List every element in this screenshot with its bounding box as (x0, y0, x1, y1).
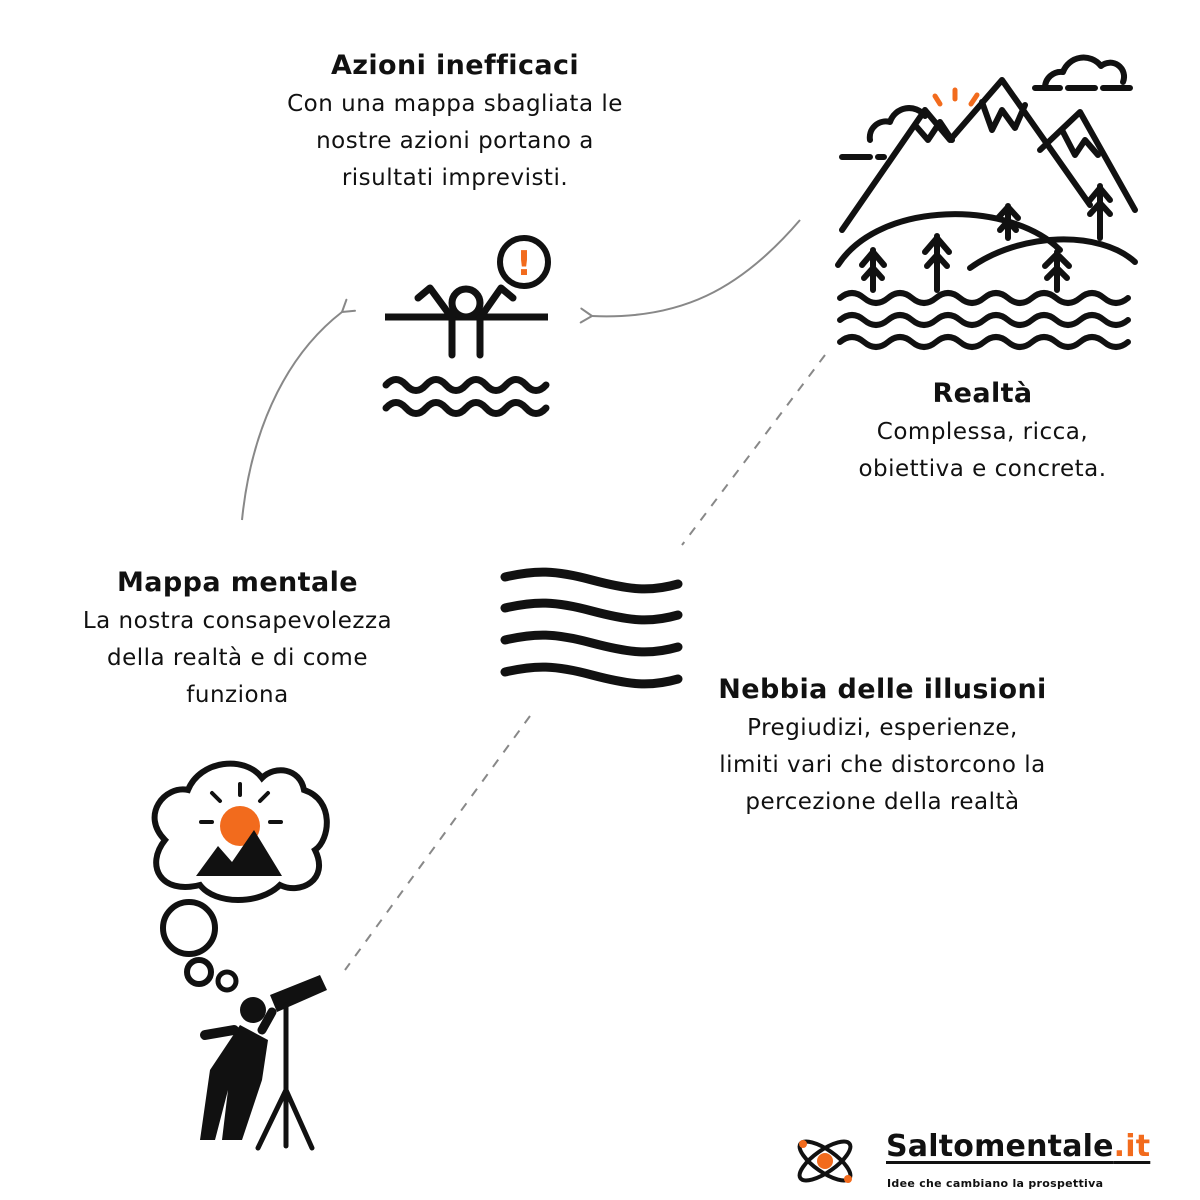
brand-tld: .it (1113, 1129, 1151, 1164)
mental-map-block: Mappa mentale La nostra consapevolezza d… (40, 563, 435, 714)
fog-waves-icon (500, 567, 683, 689)
reality-title: Realtà (932, 378, 1033, 409)
fog-line: percezione della realtà (745, 789, 1020, 815)
fog-line: limiti vari che distorcono la (719, 752, 1046, 778)
actions-line: nostre azioni portano a (316, 128, 594, 154)
fog-block: Nebbia delle illusioni Pregiudizi, esper… (680, 670, 1085, 821)
reality-line: Complessa, ricca, (876, 419, 1089, 445)
person-telescope-icon (200, 975, 327, 1151)
thought-cloud-icon (151, 760, 330, 993)
mental-map-line: della realtà e di come (107, 645, 368, 671)
mountains-landscape-icon (835, 54, 1138, 350)
actions-block: Azioni inefficaci Con una mappa sbagliat… (250, 46, 660, 197)
brand-name[interactable]: Saltomentale.it (886, 1129, 1150, 1164)
reality-line: obiettiva e concreta. (858, 456, 1107, 482)
drowning-person-icon (382, 284, 550, 417)
fog-line: Pregiudizi, esperienze, (747, 715, 1018, 741)
mental-map-line: La nostra consapevolezza (82, 608, 393, 634)
reality-block: Realtà Complessa, ricca, obiettiva e con… (835, 374, 1130, 488)
sight-line-lower (344, 715, 531, 971)
actions-line: Con una mappa sbagliata le (287, 91, 623, 117)
arrow-reality-to-actions (579, 219, 801, 324)
alert-icon: ! (497, 235, 551, 289)
atom-logo-icon (797, 1139, 853, 1183)
fog-title: Nebbia delle illusioni (718, 674, 1047, 705)
sight-line-upper (681, 354, 826, 546)
arrow-map-to-actions (241, 298, 356, 521)
mental-map-title: Mappa mentale (117, 567, 358, 598)
brand-tagline: Idee che cambiano la prospettiva (887, 1177, 1104, 1190)
mental-map-line: funziona (186, 682, 289, 708)
brand-footer: Saltomentale.it Idee che cambiano la pro… (790, 1125, 1170, 1195)
brand-name-main: Saltomentale (886, 1129, 1114, 1164)
svg-text:!: ! (516, 244, 532, 284)
actions-title: Azioni inefficaci (330, 50, 580, 81)
actions-line: risultati imprevisti. (341, 165, 569, 191)
